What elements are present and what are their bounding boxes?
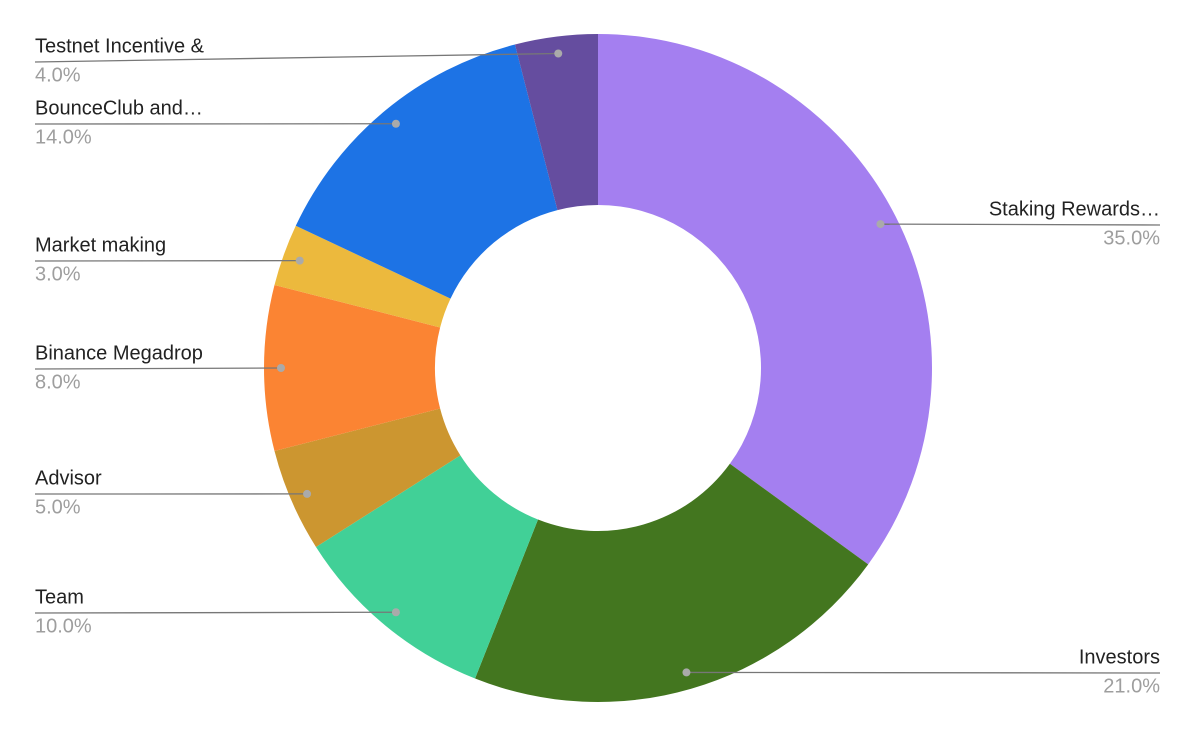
slice-value: 3.0%	[35, 263, 81, 285]
slice-label: Binance Megadrop	[35, 342, 203, 364]
slice-label: Market making	[35, 234, 166, 256]
leader-dot	[295, 256, 304, 265]
slice	[295, 44, 558, 299]
slice	[514, 34, 598, 211]
slice	[475, 463, 869, 703]
leader-dot	[876, 220, 885, 229]
slice-value: 14.0%	[35, 126, 92, 148]
slice-label: BounceClub and…	[35, 97, 203, 119]
leader-line	[686, 671, 1161, 674]
slice	[315, 455, 538, 679]
leader-dot	[303, 489, 312, 498]
leader-dot	[391, 608, 400, 617]
slice	[274, 408, 461, 547]
leader-line	[34, 611, 396, 614]
leader-dot	[277, 364, 285, 372]
slice	[274, 225, 451, 328]
leader-dot	[554, 49, 563, 58]
slice	[264, 284, 441, 452]
slice-value: 5.0%	[35, 496, 81, 518]
leader-dot	[391, 119, 400, 128]
slice-label: Advisor	[35, 467, 102, 489]
leader-line	[34, 52, 559, 63]
slice-value: 35.0%	[1103, 227, 1160, 249]
leader-dot	[682, 668, 691, 677]
leader-line	[34, 367, 282, 370]
slice	[598, 34, 932, 565]
slice-value: 10.0%	[35, 615, 92, 637]
slice-label: Investors	[1079, 646, 1160, 668]
slice-label: Team	[35, 586, 84, 608]
slice-value: 8.0%	[35, 371, 81, 393]
slice-value: 4.0%	[35, 64, 81, 86]
slice-value: 21.0%	[1103, 675, 1160, 697]
slice-label: Staking Rewards…	[989, 198, 1160, 220]
slice-label: Testnet Incentive &	[35, 35, 205, 57]
leader-line	[880, 223, 1161, 226]
